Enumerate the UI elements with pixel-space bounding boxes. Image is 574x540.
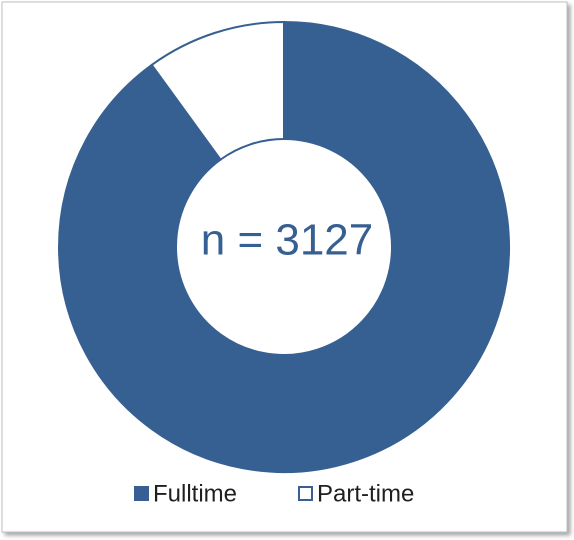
- donut-slice: [58, 20, 510, 473]
- legend-label: Fulltime: [153, 480, 237, 507]
- center-label: n = 3127: [201, 216, 374, 265]
- legend: Fulltime Part-time: [134, 480, 414, 507]
- legend-label: Part-time: [317, 480, 414, 507]
- donut: [58, 20, 510, 473]
- legend-swatch: [298, 486, 313, 501]
- donut-slice: [150, 20, 285, 162]
- legend-swatch: [134, 486, 149, 501]
